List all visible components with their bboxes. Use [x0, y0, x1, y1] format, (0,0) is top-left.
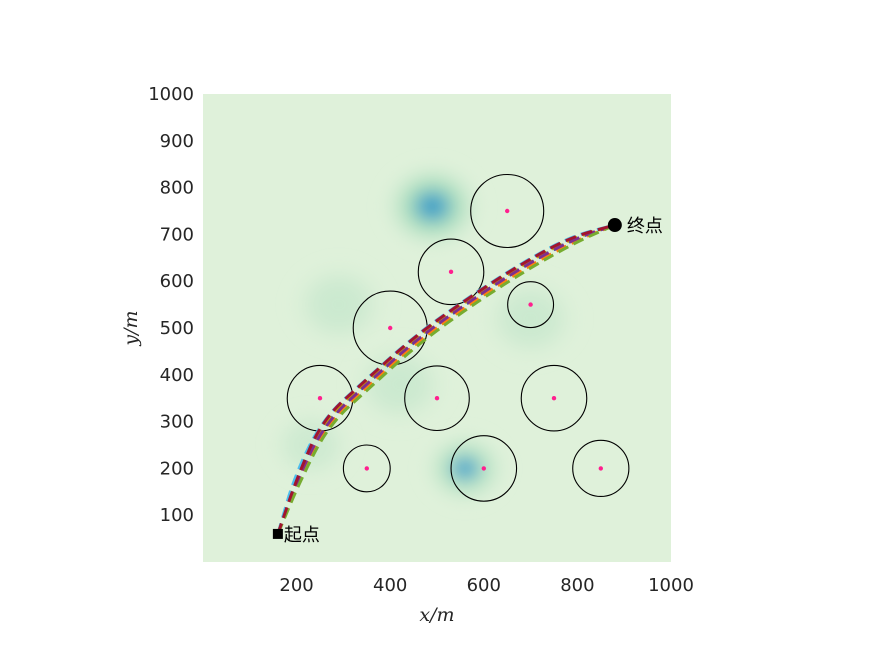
y-tick-label: 800 — [160, 178, 194, 199]
y-axis-label: y/m — [120, 310, 142, 346]
threat-circle — [470, 173, 545, 249]
threat-center-dot — [505, 208, 510, 214]
threat-center-dot — [434, 396, 440, 401]
plot-area: 起点 终点 — [203, 94, 671, 562]
threat-center-dot — [598, 466, 603, 471]
start-marker — [272, 528, 283, 539]
y-tick-label: 300 — [160, 412, 194, 433]
y-tick-label: 200 — [160, 458, 194, 479]
y-tick-label: 900 — [160, 131, 194, 152]
y-tick-label: 1000 — [148, 84, 194, 105]
heatmap-peak — [283, 255, 395, 354]
y-tick-label: 400 — [160, 365, 194, 386]
path-line — [276, 223, 616, 535]
threat-circle — [417, 238, 485, 306]
y-tick-label: 500 — [160, 318, 194, 339]
x-tick-label: 1000 — [648, 575, 694, 596]
x-axis-ticks: 200 400 600 800 1000 — [279, 575, 693, 596]
threat-center-dot — [388, 325, 393, 331]
threat-center-dot — [551, 396, 557, 401]
threat-circle — [507, 281, 555, 329]
markers: 起点 终点 — [272, 216, 663, 546]
path-line — [276, 223, 616, 535]
y-tick-label: 600 — [160, 271, 194, 292]
x-tick-label: 200 — [279, 575, 313, 596]
x-tick-label: 600 — [467, 575, 501, 596]
threat-circle — [342, 444, 391, 493]
x-tick-label: 400 — [373, 575, 407, 596]
y-tick-label: 100 — [160, 505, 194, 526]
threat-circle — [404, 365, 470, 432]
end-marker — [607, 218, 622, 233]
y-axis-ticks: 100 200 300 400 500 600 700 800 900 1000 — [148, 84, 194, 526]
threat-circle — [520, 364, 588, 432]
path-line — [276, 223, 616, 535]
start-label: 起点 — [284, 525, 320, 546]
threat-center-dot — [317, 396, 323, 401]
x-tick-label: 800 — [560, 575, 594, 596]
threat-center-dot — [364, 466, 369, 471]
heatmap-peak — [474, 269, 587, 368]
paths — [276, 223, 616, 535]
threat-center-dot — [481, 466, 486, 471]
heatmap-peak — [417, 426, 513, 511]
end-label: 终点 — [627, 216, 663, 237]
heatmap-peak — [376, 157, 489, 256]
path-line — [276, 223, 616, 535]
threat-circle — [450, 435, 518, 502]
threat-circle — [572, 439, 630, 498]
x-axis-label: x/m — [419, 604, 454, 626]
y-tick-label: 700 — [160, 224, 194, 245]
threat-center-dot — [528, 302, 533, 307]
threat-center-dot — [448, 269, 454, 275]
path-line — [276, 223, 616, 535]
